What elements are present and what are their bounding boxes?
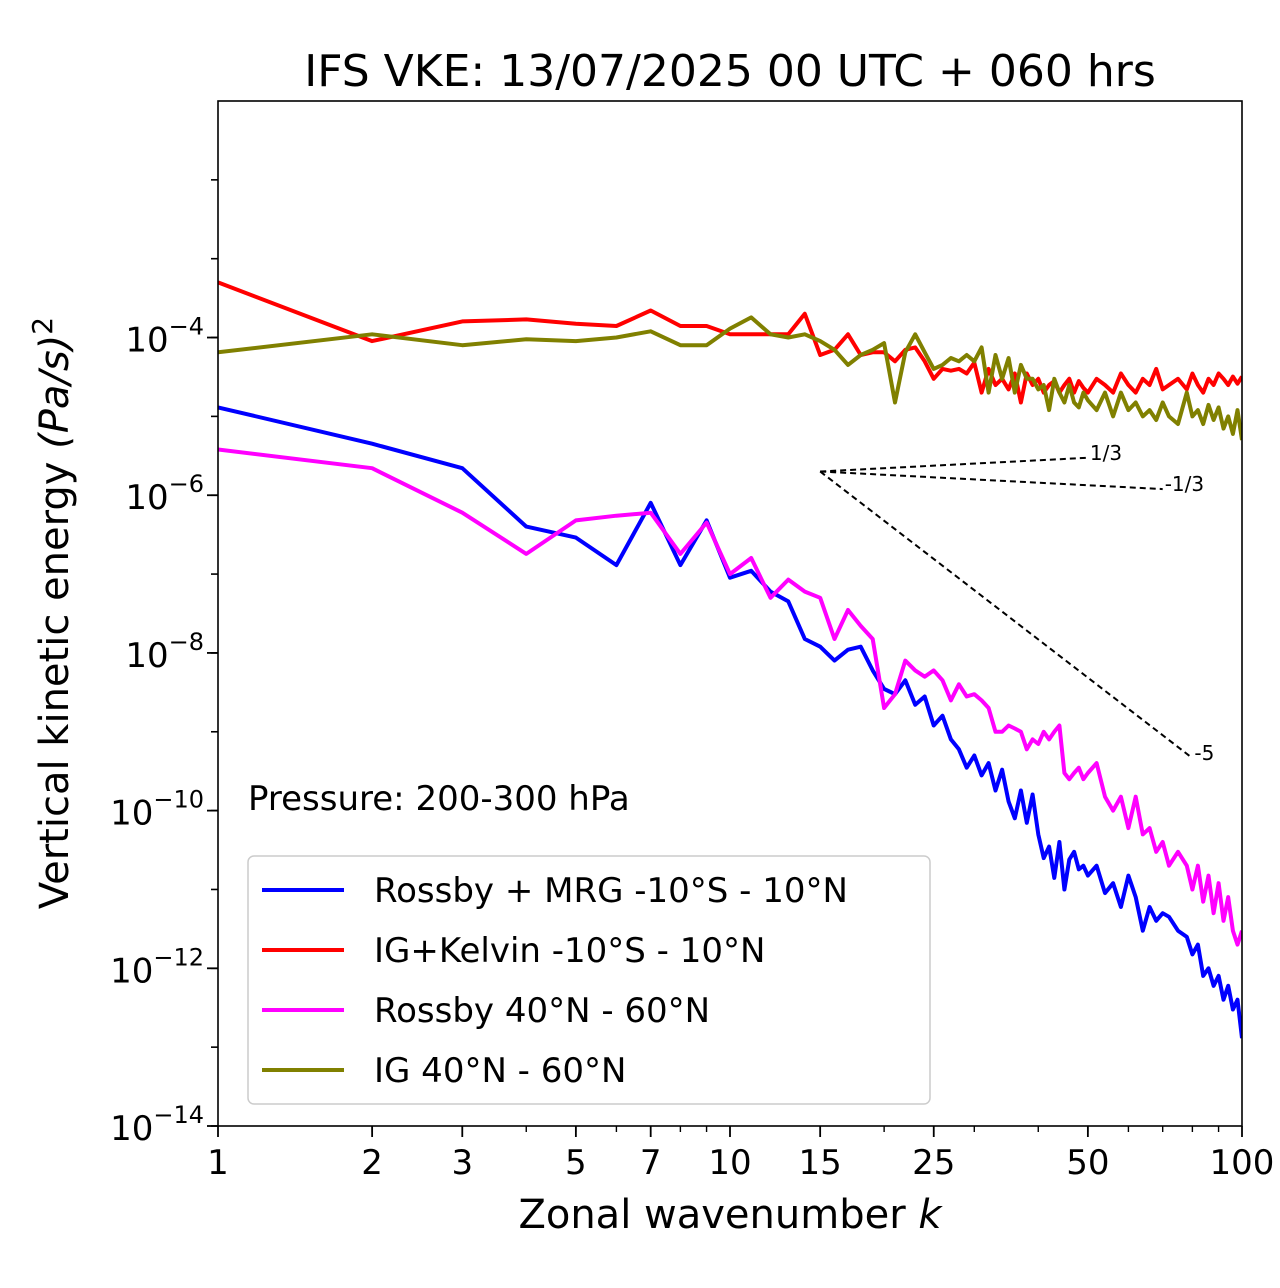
x-tick-label: 25: [912, 1143, 955, 1183]
x-tick-label: 1: [207, 1143, 229, 1183]
y-tick-exponent: −12: [153, 943, 204, 971]
y-tick-exponent: −8: [169, 628, 204, 656]
series-line-4: [218, 315, 1242, 441]
reference-slope-line-2: [820, 470, 1163, 491]
y-axis-label-text: Vertical kinetic energy: [32, 449, 78, 909]
x-axis-label-variable: k: [918, 1192, 943, 1238]
series-layer: [218, 280, 1242, 1039]
legend-label-4: IG 40°N - 60°N: [374, 1051, 626, 1091]
y-tick-exponent: −4: [169, 313, 204, 341]
x-tick-label: 5: [565, 1143, 587, 1183]
legend-frame: [247, 855, 931, 1105]
y-axis-label-unit: (Pa/s): [32, 335, 78, 449]
y-axis-label: Vertical kinetic energy (Pa/s)2: [26, 317, 78, 909]
x-tick-label: 2: [361, 1143, 383, 1183]
legend-label-2: IG+Kelvin -10°S - 10°N: [374, 931, 765, 971]
reference-slope-label-3: -5: [1194, 741, 1214, 765]
legend: Rossby + MRG -10°S - 10°N IG+Kelvin -10°S…: [247, 855, 931, 1105]
y-tick-base: 10: [110, 794, 153, 834]
y-tick-label: 10−12: [110, 943, 204, 991]
x-tick-label: 3: [451, 1143, 473, 1183]
x-tick-label: 50: [1066, 1143, 1109, 1183]
legend-label-1: Rossby + MRG -10°S - 10°N: [374, 871, 848, 911]
y-tick-base: 10: [110, 951, 153, 991]
y-tick-exponent: −14: [153, 1101, 204, 1129]
series-line-2: [218, 280, 1242, 405]
reference-slope-label-2: -1/3: [1165, 472, 1204, 496]
y-axis-label-exponent: 2: [26, 317, 59, 335]
chart-title: IFS VKE: 13/07/2025 00 UTC + 060 hrs: [304, 46, 1156, 97]
x-tick-label: 15: [799, 1143, 842, 1183]
y-tick-exponent: −10: [153, 786, 204, 814]
y-tick-label: 10−14: [110, 1101, 204, 1149]
x-tick-label: 10: [708, 1143, 751, 1183]
y-tick-base: 10: [110, 1109, 153, 1149]
reference-slope-layer: 1/3 -1/3 -5: [819, 441, 1214, 765]
legend-label-3: Rossby 40°N - 60°N: [374, 991, 710, 1031]
y-tick-exponent: −6: [169, 470, 204, 498]
reference-slope-line-3: [819, 470, 1193, 759]
x-tick-label: 100: [1210, 1143, 1275, 1183]
x-tick-label: 7: [640, 1143, 662, 1183]
reference-slope-label-1: 1/3: [1090, 441, 1122, 465]
x-axis-label: Zonal wavenumber k: [518, 1192, 943, 1238]
y-tick-label: 10−6: [125, 470, 204, 518]
y-tick-base: 10: [125, 478, 168, 518]
y-tick-base: 10: [125, 636, 168, 676]
x-axis-label-text: Zonal wavenumber: [518, 1192, 918, 1238]
series-line-3: [218, 447, 1242, 947]
y-tick-label: 10−8: [125, 628, 204, 676]
series-line-1: [218, 405, 1242, 1039]
pressure-annotation: Pressure: 200-300 hPa: [248, 779, 630, 819]
y-tick-label: 10−4: [125, 313, 204, 361]
x-axis-ticks: 1 2 3 5 7 10 15 25 50 100: [207, 1126, 1274, 1183]
y-tick-label: 10−10: [110, 786, 204, 834]
reference-slope-line-1: [820, 456, 1088, 473]
y-tick-base: 10: [125, 321, 168, 361]
